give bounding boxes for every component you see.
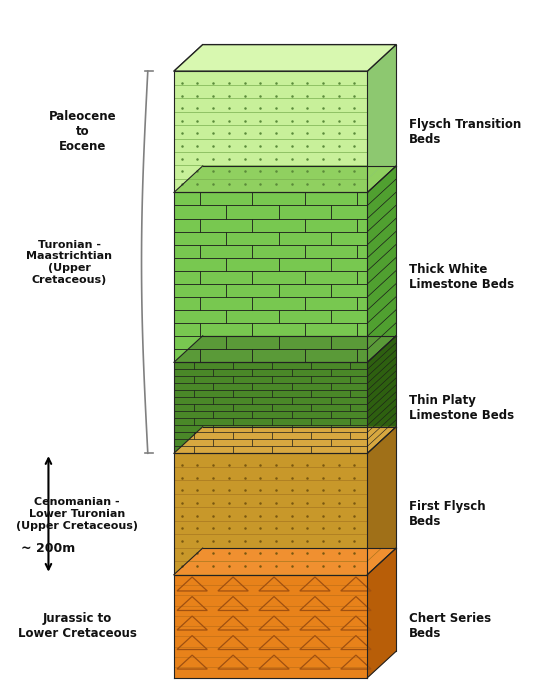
- Text: Cenomanian -
Lower Turonian
(Upper Cretaceous): Cenomanian - Lower Turonian (Upper Creta…: [16, 497, 138, 531]
- Text: ~ 200m: ~ 200m: [21, 542, 76, 555]
- Polygon shape: [174, 548, 396, 575]
- Bar: [174, 71, 367, 192]
- Text: Jurassic to
Lower Cretaceous: Jurassic to Lower Cretaceous: [18, 612, 137, 640]
- Polygon shape: [174, 45, 396, 71]
- Polygon shape: [174, 45, 396, 71]
- Polygon shape: [367, 45, 396, 193]
- Polygon shape: [367, 336, 396, 454]
- Text: Thin Platy
Limestone Beds: Thin Platy Limestone Beds: [409, 394, 514, 422]
- Polygon shape: [367, 166, 396, 363]
- Bar: [174, 193, 367, 363]
- Bar: [174, 363, 367, 454]
- Polygon shape: [174, 427, 396, 454]
- Polygon shape: [367, 548, 396, 678]
- Text: Flysch Transition
Beds: Flysch Transition Beds: [409, 118, 522, 146]
- Text: Paleocene
to
Eocene: Paleocene to Eocene: [49, 111, 116, 153]
- Bar: [174, 454, 367, 575]
- Polygon shape: [174, 166, 396, 193]
- Text: Chert Series
Beds: Chert Series Beds: [409, 612, 492, 640]
- Polygon shape: [367, 427, 396, 575]
- Text: Thick White
Limestone Beds: Thick White Limestone Beds: [409, 263, 514, 291]
- Polygon shape: [174, 336, 396, 363]
- Text: Turonian -
Maastrichtian
(Upper
Cretaceous): Turonian - Maastrichtian (Upper Cretaceo…: [26, 240, 112, 285]
- Bar: [174, 575, 367, 678]
- Text: First Flysch
Beds: First Flysch Beds: [409, 500, 486, 528]
